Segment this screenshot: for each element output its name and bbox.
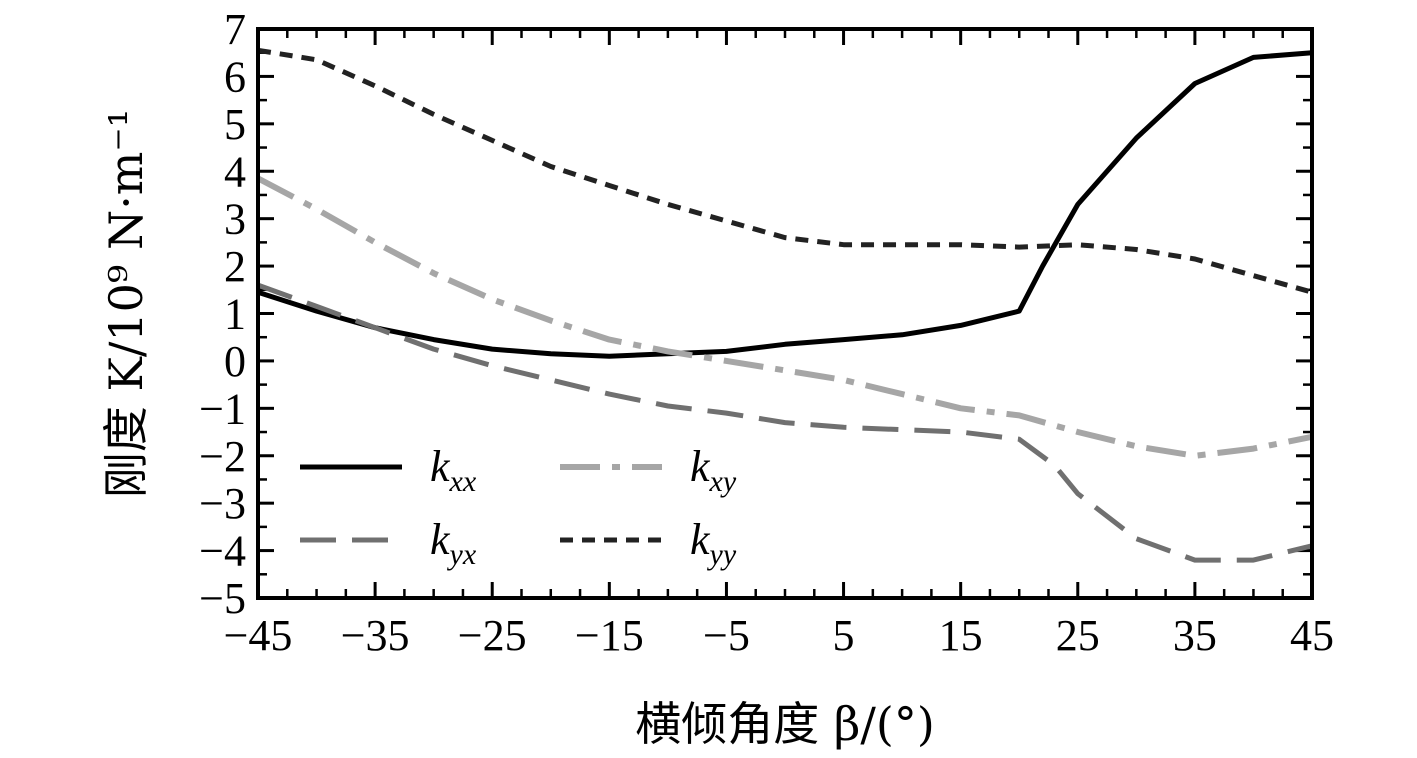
y-tick-label: 7: [224, 5, 246, 54]
legend: kxx kxy kyx kyy: [300, 442, 737, 571]
y-tick-label: 0: [224, 337, 246, 386]
x-tick-label: 25: [1056, 611, 1100, 660]
data-series: [256, 47, 1313, 563]
series-line-yy: [257, 47, 1313, 295]
y-tick-label: −4: [199, 527, 246, 576]
y-tick-label: −2: [199, 432, 246, 481]
series-line-xy: [256, 175, 1313, 459]
legend-label-yy: kyy: [690, 515, 737, 571]
y-axis-title: 刚度 K/10⁹ N·m⁻¹: [99, 109, 153, 498]
x-tick-label: −35: [341, 611, 410, 660]
y-tick-label: 1: [224, 290, 246, 339]
axis-tick-labels: −45 −35 −25 −15 −5 5 15 25 35 45−5−4−3−2−10123456…: [199, 5, 1334, 660]
y-tick-label: −1: [199, 384, 246, 433]
x-tick-label: −45: [224, 611, 293, 660]
series-line-yx: [257, 282, 1313, 563]
x-tick-label: 45: [1290, 611, 1334, 660]
y-tick-label: 5: [224, 100, 246, 149]
y-tick-label: 4: [224, 147, 246, 196]
y-tick-label: 6: [224, 52, 246, 101]
y-tick-label: −5: [199, 574, 246, 623]
axis-ticks: [256, 27, 1314, 600]
y-tick-label: −3: [199, 479, 246, 528]
x-tick-label: 35: [1173, 611, 1217, 660]
x-tick-label: −15: [575, 611, 644, 660]
legend-label-yx: kyx: [430, 515, 477, 571]
x-tick-label: −25: [458, 611, 527, 660]
y-tick-label: 3: [224, 195, 246, 244]
legend-label-xx: kxx: [430, 442, 477, 498]
x-tick-label: −5: [703, 611, 750, 660]
x-tick-label: 15: [939, 611, 983, 660]
legend-label-xy: kxy: [690, 442, 737, 498]
x-axis-title: 横倾角度 β/(°): [635, 697, 935, 751]
series-line-xx: [257, 50, 1313, 359]
y-tick-label: 2: [224, 242, 246, 291]
x-tick-label: 5: [833, 611, 855, 660]
plot-frame: [256, 27, 1314, 600]
